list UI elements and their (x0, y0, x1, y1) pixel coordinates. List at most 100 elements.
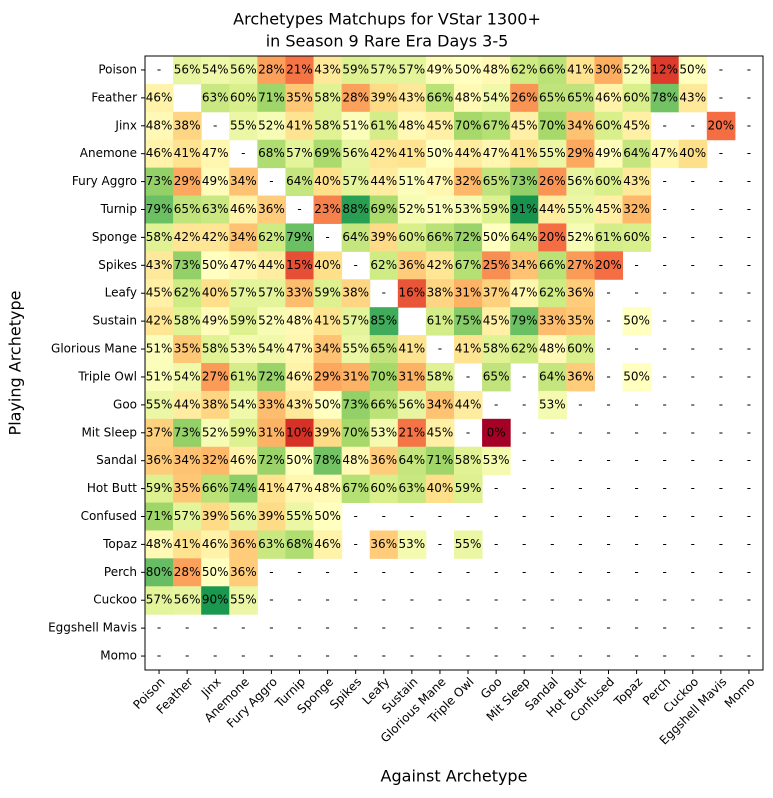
cell-label: - (691, 230, 695, 244)
heatmap-cell (285, 223, 315, 252)
heatmap-cell (482, 139, 511, 169)
heatmap-cell (369, 167, 399, 197)
cell-label: 58% (314, 90, 341, 104)
heatmap-cell (678, 56, 708, 85)
cell-label: - (354, 565, 358, 579)
cell-label: 64% (286, 174, 313, 188)
heatmap-cell (145, 223, 174, 252)
cell-label: - (494, 397, 498, 411)
cell-label: 88% (342, 202, 369, 216)
cell-label: - (578, 481, 582, 495)
cell-label: - (354, 649, 358, 663)
cell-label: - (663, 369, 667, 383)
heatmap-cell (173, 474, 202, 504)
heatmap-cell (397, 279, 427, 308)
heatmap-cell (201, 390, 230, 420)
cell-label: 71% (427, 453, 454, 467)
cell-label: 41% (174, 537, 201, 551)
heatmap-cell (566, 279, 595, 308)
heatmap-cell (538, 307, 567, 336)
cell-label: 63% (399, 481, 426, 495)
cell-label: 39% (314, 425, 341, 439)
cell-label: 55% (567, 202, 594, 216)
heatmap-cell (173, 111, 202, 141)
cell-label: 31% (258, 425, 285, 439)
cell-label: 66% (539, 62, 566, 76)
cell-label: - (719, 90, 723, 104)
cell-label: 47% (202, 146, 229, 160)
cell-label: 53% (230, 342, 257, 356)
heatmap-cell (566, 335, 595, 364)
heatmap-cell (285, 111, 315, 141)
cell-label: 52% (202, 425, 229, 439)
heatmap-cell (397, 335, 427, 364)
cell-label: 36% (370, 537, 397, 551)
cell-label: - (691, 425, 695, 439)
cell-label: 61% (595, 230, 622, 244)
cell-label: 41% (258, 481, 285, 495)
cell-label: 71% (146, 509, 173, 523)
heatmap-cell (257, 502, 286, 531)
cell-label: 34% (230, 230, 257, 244)
cell-label: 56% (230, 62, 257, 76)
cell-label: 65% (174, 202, 201, 216)
heatmap-cell (510, 251, 539, 280)
cell-label: - (354, 509, 358, 523)
heatmap-cell (201, 223, 230, 252)
cell-label: - (719, 453, 723, 467)
cell-label: 43% (399, 90, 426, 104)
cell-label: 40% (202, 286, 229, 300)
heatmap-cell (173, 530, 202, 559)
heatmap-cell (622, 307, 652, 336)
cell-label: - (719, 369, 723, 383)
cell-label: 60% (567, 342, 594, 356)
heatmap-cell (285, 363, 315, 392)
heatmap-cell (229, 83, 258, 113)
cell-label: - (550, 425, 554, 439)
cell-label: 75% (455, 314, 482, 328)
cell-label: - (663, 342, 667, 356)
cell-label: 70% (539, 118, 566, 132)
cell-label: 41% (286, 118, 313, 132)
y-tick-label: Eggshell Mavis (48, 621, 137, 635)
y-tick-label: Cuckoo (93, 593, 137, 607)
heatmap-cell (201, 279, 230, 308)
heatmap-cell (454, 223, 483, 252)
heatmap-cell (173, 418, 202, 448)
cell-label: 36% (370, 453, 397, 467)
heatmap-cell (173, 307, 202, 336)
cell-label: - (494, 593, 498, 607)
cell-label: 16% (399, 286, 426, 300)
cell-label: 53% (483, 453, 510, 467)
cell-label: - (382, 509, 386, 523)
cell-label: - (691, 174, 695, 188)
heatmap-cell (313, 111, 343, 141)
heatmap-cell (313, 446, 343, 476)
cell-label: 80% (146, 565, 173, 579)
heatmap-cell (285, 83, 315, 113)
heatmap-cell (594, 139, 624, 169)
cell-label: 43% (314, 62, 341, 76)
heatmap-cell (201, 307, 230, 336)
heatmap-cell (257, 474, 286, 504)
heatmap-cell (425, 223, 455, 252)
cell-label: 47% (511, 286, 538, 300)
cell-label: 41% (455, 342, 482, 356)
cell-label: 40% (679, 146, 706, 160)
heatmap-cell (285, 474, 315, 504)
cell-label: 48% (146, 537, 173, 551)
heatmap-cell (229, 586, 258, 615)
heatmap-cell (229, 530, 258, 559)
cell-label: 28% (174, 565, 201, 579)
cell-label: - (634, 621, 638, 635)
heatmap-cell (229, 195, 258, 224)
cell-label: - (410, 621, 414, 635)
heatmap-cell (425, 418, 455, 448)
heatmap-cell (622, 111, 652, 141)
cell-label: - (466, 649, 470, 663)
heatmap-cell (145, 390, 174, 420)
heatmap-cell (706, 111, 736, 141)
cell-label: 39% (370, 230, 397, 244)
cell-label: 42% (146, 314, 173, 328)
